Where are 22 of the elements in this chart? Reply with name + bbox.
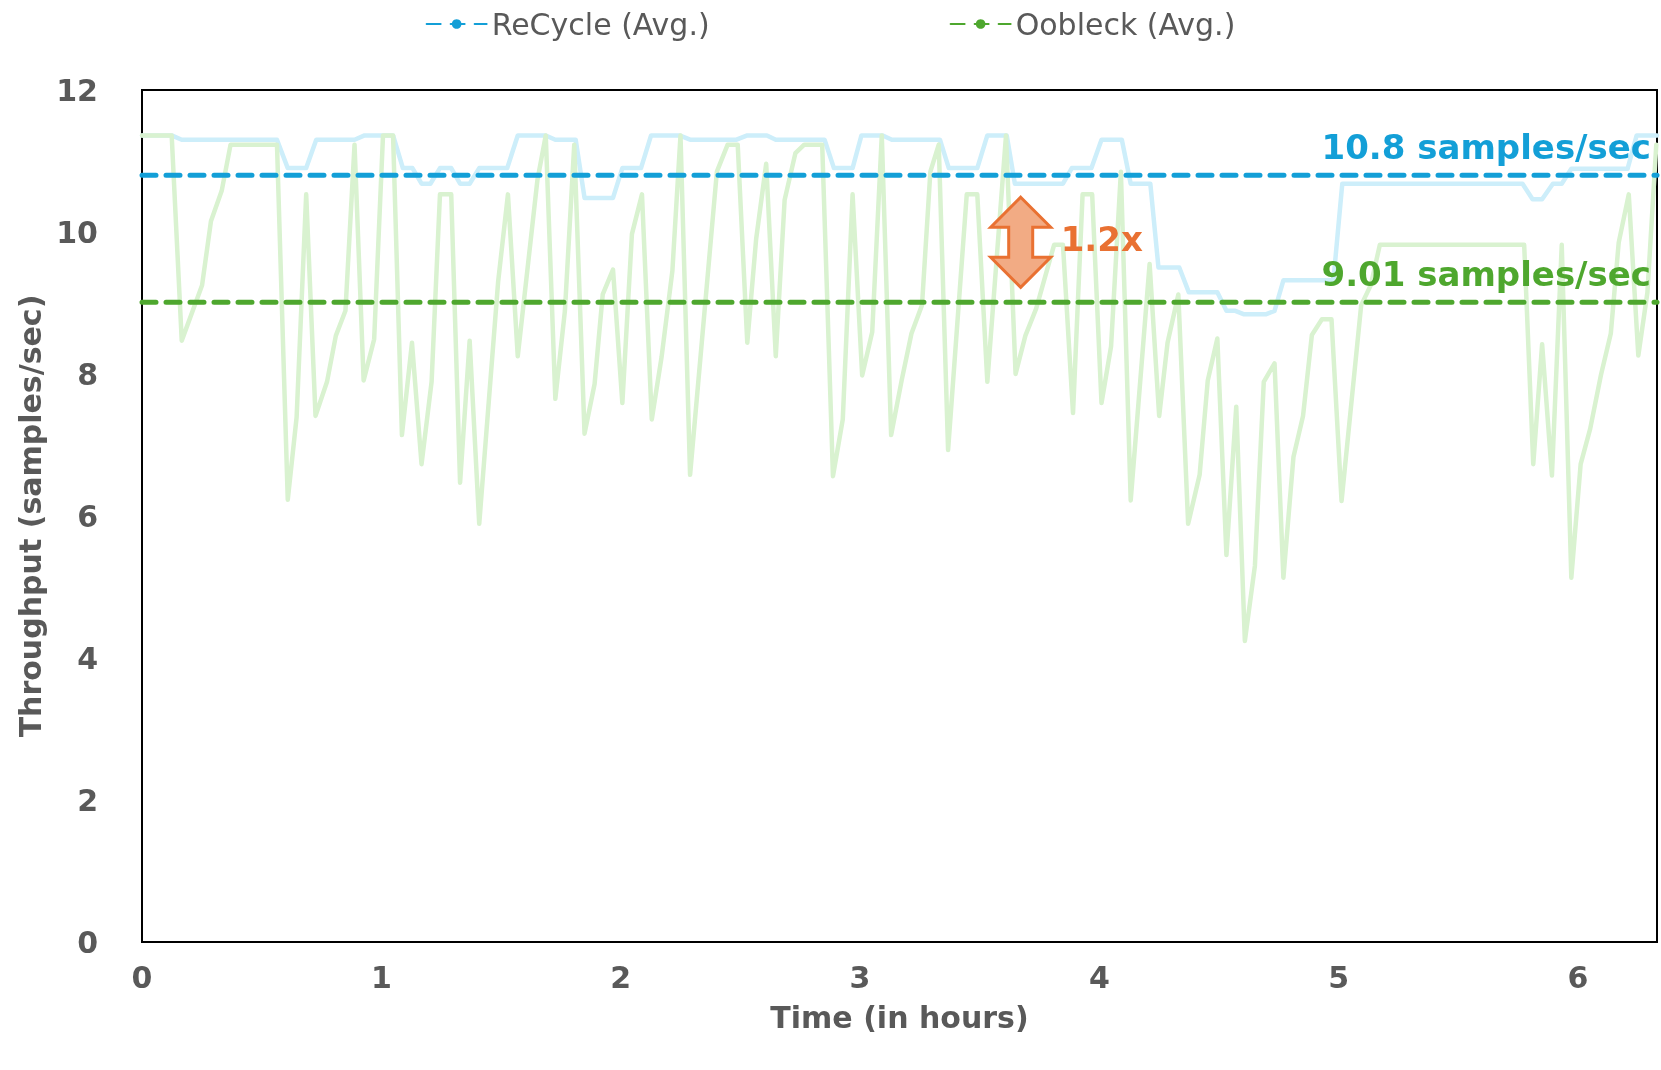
x-tick-label: 0	[131, 959, 153, 995]
y-tick-label: 8	[77, 356, 98, 392]
y-axis-title: Throughput (samples/sec)	[12, 294, 48, 738]
x-tick-label: 5	[1328, 959, 1350, 995]
y-tick-label: 2	[77, 782, 98, 818]
legend-label: ReCycle (Avg.)	[491, 6, 710, 42]
annotation: 1.2x	[1060, 218, 1143, 259]
y-tick-label: 0	[77, 924, 98, 960]
y-tick-label: 4	[77, 640, 98, 676]
x-axis-title: Time (in hours)	[770, 999, 1029, 1035]
legend-label: Oobleck (Avg.)	[1015, 6, 1236, 42]
x-tick-label: 2	[610, 959, 632, 995]
annotation: 9.01 samples/sec	[1321, 254, 1651, 295]
y-tick-label: 6	[77, 498, 98, 534]
x-tick-label: 1	[370, 959, 392, 995]
line-series	[139, 133, 1659, 644]
y-tick-label: 12	[56, 72, 98, 108]
x-tick-label: 6	[1567, 959, 1589, 995]
annotation: 10.8 samples/sec	[1321, 127, 1651, 168]
x-tick-label: 3	[849, 959, 871, 995]
y-tick-label: 10	[56, 214, 98, 250]
x-tick-label: 4	[1088, 959, 1110, 995]
